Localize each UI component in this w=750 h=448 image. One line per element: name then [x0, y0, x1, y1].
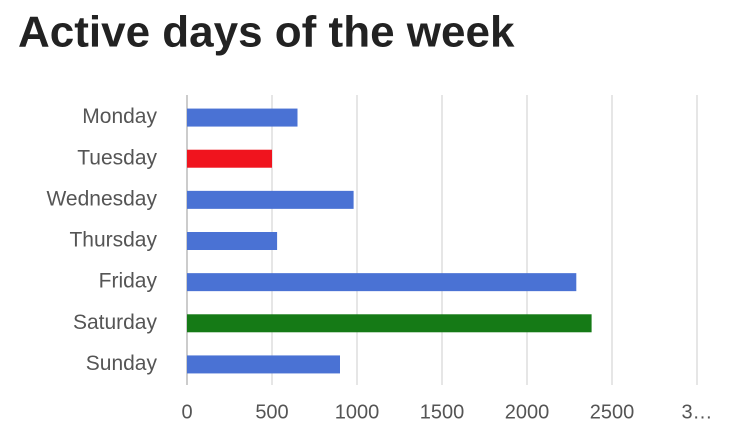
bar: [187, 190, 354, 209]
x-tick-label: 1500: [420, 401, 465, 423]
x-tick-label: 2000: [505, 401, 550, 423]
bar: [187, 273, 577, 292]
bar: [187, 314, 592, 333]
y-tick-label: Thursday: [69, 229, 157, 252]
x-tick-label: 2500: [590, 401, 635, 423]
x-tick-label: 3…: [681, 401, 712, 423]
y-tick-label: Monday: [82, 105, 157, 128]
x-tick-label: 500: [255, 401, 288, 423]
y-tick-label: Wednesday: [46, 187, 157, 210]
bar: [187, 232, 278, 250]
bar: [187, 355, 340, 374]
bar: [187, 149, 272, 168]
y-tick-label: Sunday: [86, 352, 158, 375]
y-tick-label: Saturday: [73, 311, 158, 334]
x-tick-label: 1000: [335, 401, 380, 423]
chart-title: Active days of the week: [18, 8, 515, 57]
x-tick-label: 0: [181, 401, 192, 423]
y-tick-label: Tuesday: [77, 146, 157, 169]
y-tick-label: Friday: [99, 270, 158, 293]
bar: [187, 108, 298, 127]
